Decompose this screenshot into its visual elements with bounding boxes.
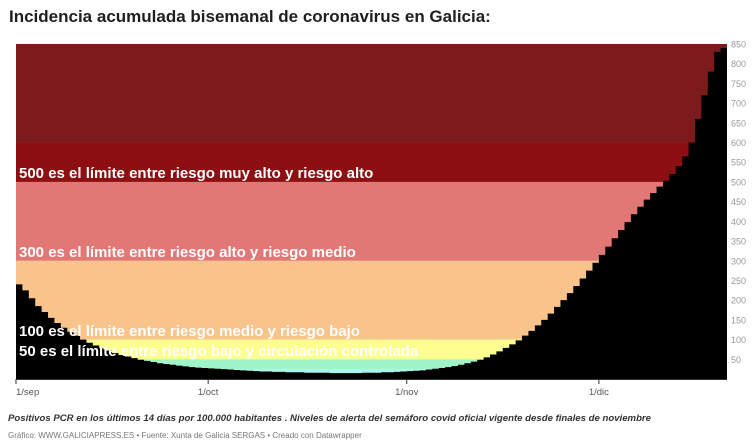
x-tick-label: 1/dic: [589, 387, 609, 398]
risk-band-5: [16, 142, 727, 182]
y-tick-label: 450: [731, 197, 746, 207]
y-tick-label: 550: [731, 158, 746, 168]
y-tick-label: 250: [731, 276, 746, 286]
y-tick-label: 700: [731, 99, 746, 109]
x-tick-label: 1/oct: [198, 387, 219, 398]
x-axis: 1/sep 1/oct 1/nov 1/dic: [15, 379, 727, 398]
threshold-label: 300 es el límite entre riesgo alto y rie…: [19, 244, 356, 261]
risk-band-6: [16, 44, 727, 143]
threshold-label: 50 es el límite entre riesgo bajo y circ…: [19, 343, 419, 360]
x-tick-label: 1/sep: [16, 387, 39, 398]
chart-title: Incidencia acumulada bisemanal de corona…: [9, 7, 491, 26]
y-tick-label: 100: [731, 335, 746, 345]
y-tick-label: 350: [731, 237, 746, 247]
incidence-area: [16, 47, 727, 379]
risk-bands: [16, 44, 727, 379]
y-tick-label: 800: [731, 59, 746, 69]
y-tick-label: 600: [731, 138, 746, 148]
y-tick-label: 50: [731, 355, 741, 365]
y-tick-label: 400: [731, 217, 746, 227]
chart-credit: Gráfico: WWW.GALICIAPRESS.ES • Fuente: X…: [8, 431, 362, 440]
y-tick-label: 750: [731, 79, 746, 89]
y-tick-label: 650: [731, 118, 746, 128]
y-tick-label: 850: [731, 40, 746, 50]
chart-notes: Positivos PCR en los últimos 14 días por…: [8, 413, 652, 424]
y-tick-label: 500: [731, 177, 746, 187]
y-axis: 50 100 150 200 250 300 350 400 450 500 550 600 650 70…: [731, 40, 746, 365]
y-tick-label: 300: [731, 256, 746, 266]
threshold-labels: 500 es el límite entre riesgo muy alto y…: [19, 165, 419, 360]
risk-band-1: [16, 359, 727, 370]
y-tick-label: 150: [731, 315, 746, 325]
x-tick-label: 1/nov: [395, 387, 418, 398]
threshold-label: 500 es el límite entre riesgo muy alto y…: [19, 165, 373, 182]
threshold-label: 100 es el límite entre riesgo medio y ri…: [19, 323, 360, 340]
incidence-area-path: [16, 47, 727, 379]
y-tick-label: 200: [731, 296, 746, 306]
